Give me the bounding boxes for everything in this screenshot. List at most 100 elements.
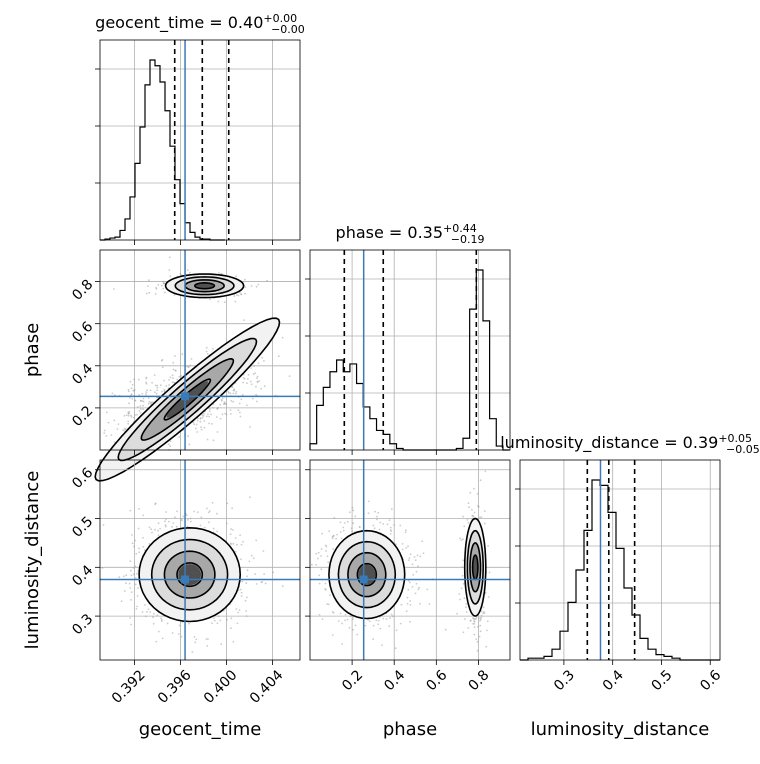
title-geocent_time: geocent_time = 0.40+0.00 −0.00 [95,12,305,36]
scatter-point [412,574,415,576]
scatter-point [205,346,208,349]
scatter-point [111,392,114,395]
panel-frame-phase_vs_geocent_time [99,249,301,451]
scatter-point [182,515,185,518]
scatter-point [174,355,177,357]
scatter-point [157,529,159,532]
scatter-point [241,393,244,396]
scatter-point [127,413,130,415]
scatter-point [153,374,156,376]
scatter-point [346,520,349,523]
scatter-point [134,577,137,580]
scatter-point [464,618,466,620]
scatter-point [409,581,411,584]
scatter-point [165,511,168,513]
contour-1-3 [163,378,212,421]
scatter-point [139,400,142,402]
x-tick-label-phase-3: 0.8 [466,667,493,694]
scatter-point [367,512,370,515]
scatter-point [195,638,198,641]
scatter-point [240,398,243,401]
y-tick-label-luminosity_distance-2: 0.5 [69,514,96,541]
scatter-point [331,634,334,636]
contour-0-3 [356,562,378,587]
scatter-point [134,539,137,542]
scatter-point [349,615,352,618]
scatter-point [200,516,203,519]
scatter-point [324,588,327,591]
scatter-point [127,422,130,425]
scatter-point [354,624,357,627]
scatter-point [263,385,266,388]
scatter-point [196,419,199,422]
scatter-point [117,423,120,425]
scatter-point [367,500,370,503]
scatter-point [206,353,209,355]
scatter-point [472,617,474,619]
scatter-point [247,373,250,376]
x-tick-label-geocent_time-1: 0.396 [155,667,195,707]
scatter-point [168,520,170,523]
scatter-point [242,377,245,379]
scatter-point [195,427,197,430]
scatter-point [138,551,141,554]
scatter-point [141,400,144,402]
scatter-point [246,569,249,572]
scatter-point [176,510,179,513]
scatter-point [260,387,262,390]
scatter-point [176,378,179,381]
scatter-point [232,392,235,395]
scatter-point [138,547,141,550]
scatter-point [476,505,479,507]
scatter-point [230,399,233,402]
scatter-point [154,503,157,506]
scatter-point [181,353,184,356]
scatter-point [252,557,255,560]
scatter-point [131,398,134,400]
scatter-point [256,377,258,380]
scatter-point [485,645,488,648]
scatter-point [127,411,130,414]
contour-0-0 [164,273,245,299]
scatter-point [465,611,468,613]
scatter-point [339,612,342,615]
scatter-point [147,285,149,287]
scatter-point [475,638,478,641]
scatter-point [409,620,411,623]
scatter-point [469,620,472,622]
scatter-point [193,636,196,638]
scatter-point [390,530,393,532]
scatter-point [479,630,482,633]
scatter-point [172,522,175,524]
scatter-point [242,540,244,543]
scatter-point [232,400,235,403]
scatter-point [150,528,153,531]
scatter-point [236,622,239,625]
scatter-point [463,525,466,528]
scatter-point [157,522,160,525]
scatter-point [212,439,215,442]
scatter-point [473,626,476,629]
scatter-point [179,273,182,275]
scatter-point [475,616,478,619]
scatter-point [416,554,419,557]
x-tick-label-phase-1: 0.4 [381,667,408,694]
scatter-point [251,397,254,400]
scatter-point [480,614,483,617]
scatter-point [401,543,404,545]
scatter-point [252,373,255,376]
scatter-point [238,609,241,611]
y-tick-label-luminosity_distance-3: 0.6 [69,465,96,492]
scatter-point [135,552,138,555]
scatter-point [208,510,211,512]
scatter-point [244,599,247,602]
scatter-point [281,585,284,588]
scatter-point [155,288,158,290]
scatter-point [382,617,385,620]
scatter-point [483,612,486,614]
title-luminosity_distance-sup: +0.05 [718,432,752,445]
scatter-point [264,582,267,585]
scatter-point [203,412,206,415]
scatter-point [248,560,251,563]
scatter-point [480,616,483,619]
